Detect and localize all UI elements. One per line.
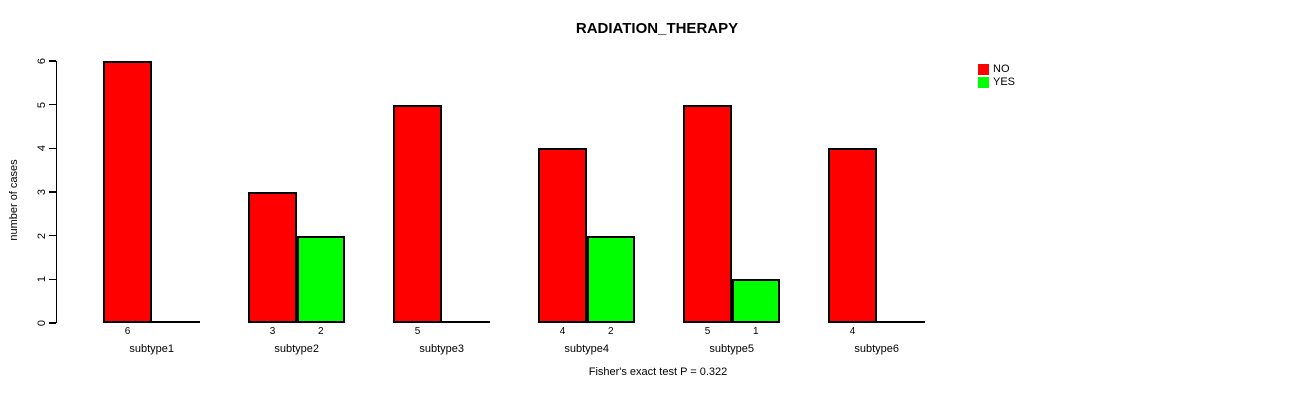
y-tick-label: 6 — [36, 57, 48, 65]
y-tick-mark — [48, 147, 56, 150]
bar-no-subtype6 — [828, 148, 877, 323]
y-tick-mark — [48, 278, 56, 281]
y-tick-label: 1 — [36, 276, 48, 283]
group-baseline — [393, 321, 490, 323]
y-tick-mark — [48, 60, 56, 62]
legend-swatch-yes — [978, 77, 989, 88]
category-label-subtype3: subtype3 — [419, 343, 464, 355]
bar-yes-subtype2 — [296, 235, 345, 323]
legend-row-yes: YES — [978, 76, 1015, 89]
legend-swatch-no — [978, 64, 989, 75]
bar-value-label: 3 — [269, 326, 276, 337]
group-baseline — [103, 321, 200, 323]
category-label-subtype2: subtype2 — [274, 343, 319, 355]
bar-value-label: 4 — [849, 326, 856, 337]
legend-label: YES — [993, 76, 1016, 88]
footnote: Fisher's exact test P = 0.322 — [588, 366, 728, 378]
bar-yes-subtype4 — [586, 235, 635, 323]
bar-value-label: 5 — [414, 326, 421, 337]
bar-value-label: 6 — [124, 326, 131, 337]
y-tick-mark — [48, 322, 56, 324]
y-tick-mark — [48, 191, 56, 193]
bar-no-subtype1 — [103, 60, 152, 323]
bar-value-label: 5 — [704, 326, 711, 337]
y-tick-label: 2 — [36, 232, 48, 239]
y-tick-label: 4 — [36, 145, 48, 152]
category-label-subtype5: subtype5 — [709, 343, 754, 355]
y-tick-mark — [48, 103, 56, 106]
bar-no-subtype2 — [248, 191, 297, 323]
y-axis-label: number of cases — [8, 159, 20, 241]
legend-row-no: NO — [978, 63, 1015, 76]
y-tick-label: 5 — [36, 101, 48, 108]
bar-value-label: 4 — [559, 326, 566, 337]
category-label-subtype6: subtype6 — [854, 343, 899, 355]
bar-value-label: 1 — [753, 326, 759, 337]
bar-no-subtype4 — [538, 148, 587, 323]
bar-value-label: 2 — [608, 326, 614, 337]
y-tick-mark — [48, 234, 56, 237]
y-axis-line — [55, 61, 57, 323]
bar-value-label: 2 — [318, 326, 324, 337]
chart-title: RADIATION_THERAPY — [575, 20, 739, 37]
y-tick-label: 3 — [36, 188, 48, 196]
category-label-subtype4: subtype4 — [564, 343, 609, 355]
bar-no-subtype3 — [393, 104, 442, 323]
y-tick-label: 0 — [36, 319, 48, 327]
bar-no-subtype5 — [683, 104, 732, 323]
category-label-subtype1: subtype1 — [129, 343, 174, 355]
group-baseline — [828, 321, 925, 323]
legend-label: NO — [993, 63, 1010, 75]
legend: NO YES — [978, 63, 1015, 89]
bar-yes-subtype5 — [731, 279, 780, 323]
